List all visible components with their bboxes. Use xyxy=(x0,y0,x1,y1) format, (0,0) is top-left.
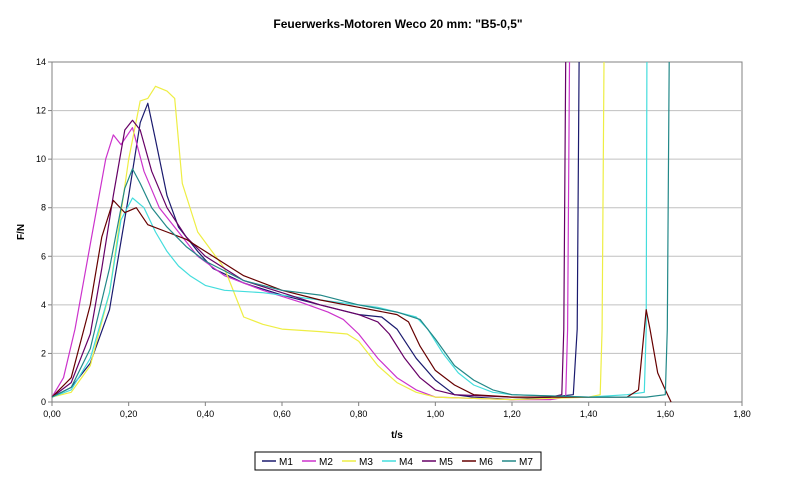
y-tick-label-7: 14 xyxy=(36,57,46,67)
series-line-m7 xyxy=(51,61,670,398)
y-tick-label-0: 0 xyxy=(41,397,46,407)
x-tick-label-1: 0,20 xyxy=(120,409,138,419)
series-line-m6 xyxy=(51,199,672,403)
y-tick-label-3: 6 xyxy=(41,251,46,261)
y-tick-label-1: 2 xyxy=(41,348,46,358)
chart-title: Feuerwerks-Motoren Weco 20 mm: "B5-0,5" xyxy=(273,17,522,31)
y-tick-label-6: 12 xyxy=(36,106,46,116)
legend-box xyxy=(254,451,542,471)
y-tick-label-4: 8 xyxy=(41,203,46,213)
series-group xyxy=(51,61,672,403)
legend-label-m2: M2 xyxy=(319,457,333,468)
x-tick-label-8: 1,60 xyxy=(657,409,675,419)
x-tick-label-4: 0,80 xyxy=(350,409,368,419)
y-axis-ticks: 0 2 4 6 8 10 12 14 xyxy=(36,57,52,407)
y-tick-label-5: 10 xyxy=(36,154,46,164)
x-axis-ticks: 0,00 0,20 0,40 0,60 0,80 1,00 1,20 1,40 1,60 1,80 xyxy=(43,402,751,419)
x-tick-label-2: 0,40 xyxy=(197,409,215,419)
x-axis-label: t/s xyxy=(391,430,403,441)
legend-label-m7: M7 xyxy=(519,457,533,468)
y-tick-label-2: 4 xyxy=(41,300,46,310)
x-tick-label-6: 1,20 xyxy=(503,409,521,419)
x-tick-label-5: 1,00 xyxy=(427,409,445,419)
legend: M1 M2 M3 M4 M5 M6 M7 xyxy=(254,451,542,471)
x-tick-label-3: 0,60 xyxy=(273,409,291,419)
x-tick-label-0: 0,00 xyxy=(43,409,61,419)
y-axis-label: F/N xyxy=(16,224,27,240)
legend-label-m5: M5 xyxy=(439,457,453,468)
legend-label-m3: M3 xyxy=(359,457,373,468)
legend-label-m1: M1 xyxy=(279,457,293,468)
x-tick-label-7: 1,40 xyxy=(580,409,598,419)
x-tick-label-9: 1,80 xyxy=(733,409,751,419)
series-line-m3 xyxy=(51,61,605,401)
grid xyxy=(52,110,742,354)
legend-label-m6: M6 xyxy=(479,457,493,468)
legend-label-m4: M4 xyxy=(399,457,413,468)
